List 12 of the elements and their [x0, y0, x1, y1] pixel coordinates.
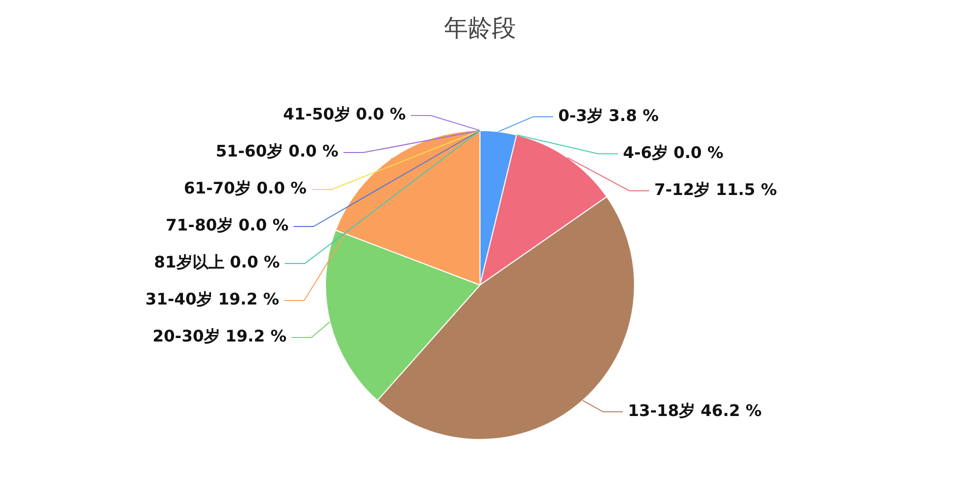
category-label: 71-80岁 0.0 %: [166, 216, 288, 235]
slice-label: 13-18岁 46.2 %: [628, 400, 762, 420]
slice-label: 7-12岁 11.5 %: [654, 180, 777, 199]
chart-title: 年龄段: [444, 14, 516, 42]
category-label: 81岁以上 0.0 %: [154, 252, 280, 272]
slice-label: 20-30岁 19.2 %: [152, 326, 286, 346]
category-label: 61-70岁 0.0 %: [184, 178, 307, 198]
category-label: 51-60岁 0.0 %: [216, 142, 338, 161]
slice-label: 0-3岁 3.8 %: [558, 106, 659, 125]
legend-label: 41-50岁 0.0 %: [283, 104, 406, 124]
category-label: 4-6岁 0.0 %: [622, 142, 724, 162]
slice-label: 31-40岁 19.2 %: [145, 290, 280, 309]
